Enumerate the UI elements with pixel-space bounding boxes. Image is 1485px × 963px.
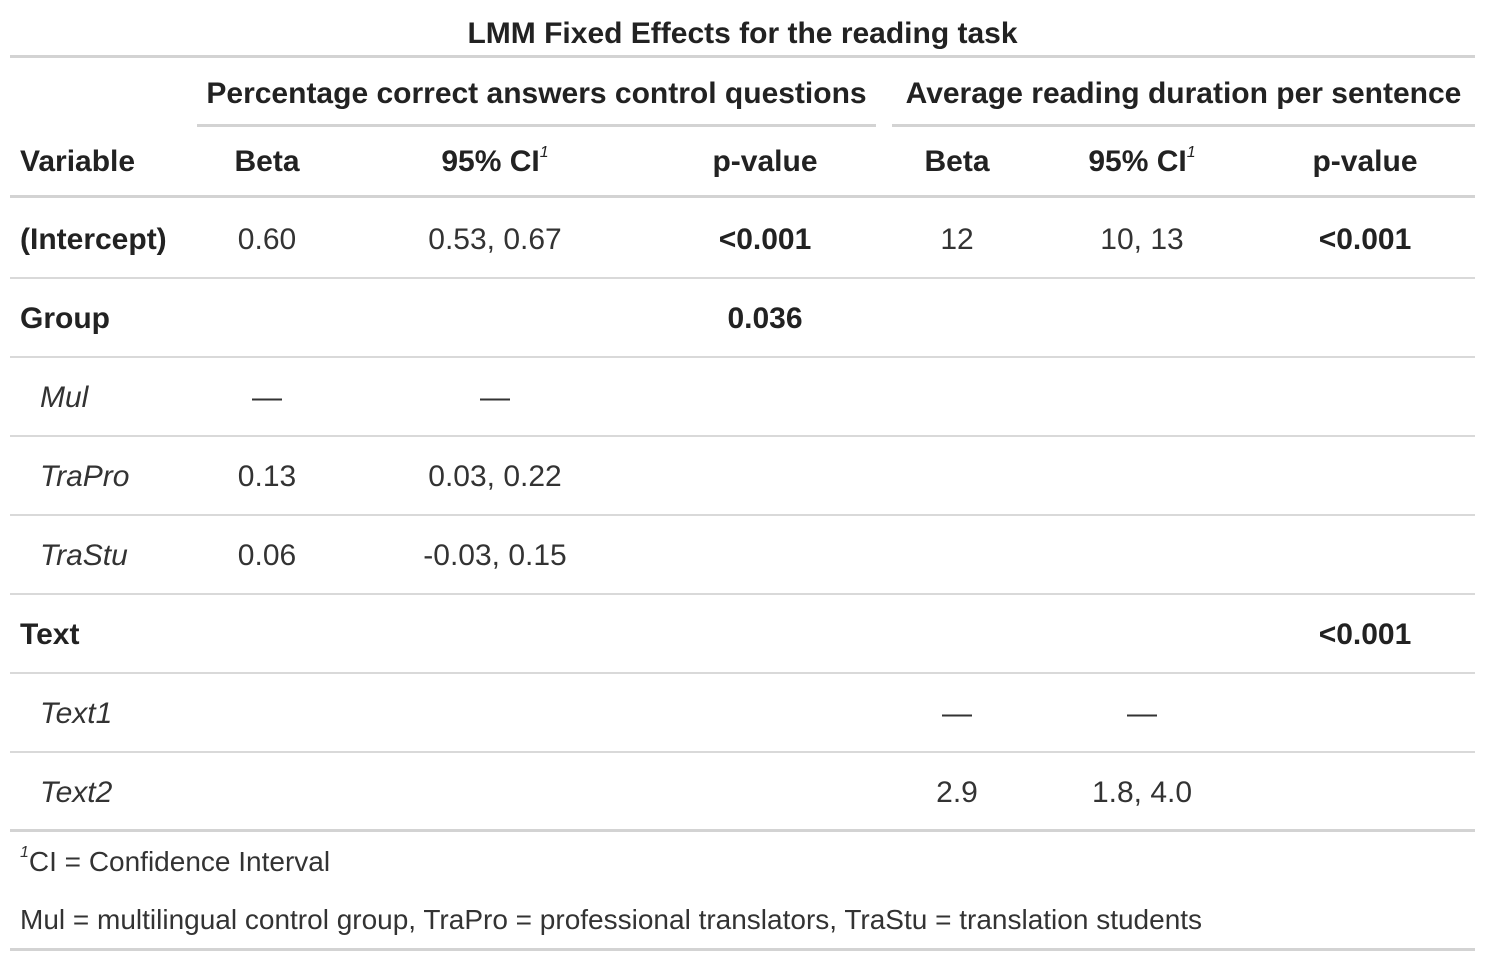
table-cell-ci2 [1042, 595, 1242, 674]
table-cell-ci1 [395, 279, 595, 358]
table-cell-ci2: 10, 13 [1100, 223, 1184, 256]
table-cell-b2 [897, 516, 1017, 595]
spanner-left-rule [197, 124, 876, 127]
table-cell-b2 [897, 279, 1017, 358]
table-cell-p2 [1295, 358, 1435, 437]
table-cell-ci2 [1042, 358, 1242, 437]
table-cell-ci1 [395, 674, 595, 753]
header-rule [10, 195, 1475, 198]
table-title: LMM Fixed Effects for the reading task [467, 17, 1018, 50]
table-cell-p2 [1295, 753, 1435, 832]
row-label: Text [20, 618, 80, 651]
table-cell-b1 [207, 595, 327, 674]
table-cell-b1: 0.06 [237, 539, 297, 572]
table-cell-p2: <0.001 [1318, 618, 1412, 651]
table-cell-ci2 [1042, 279, 1242, 358]
row-label: (Intercept) [20, 223, 167, 256]
table-cell-p2: <0.001 [1318, 223, 1412, 256]
row-divider [10, 751, 1475, 753]
table-cell-p1 [695, 516, 835, 595]
table-cell-ci1: 0.03, 0.22 [428, 460, 562, 493]
table-cell-ci1: -0.03, 0.15 [423, 539, 567, 572]
table-cell-b1 [207, 279, 327, 358]
table-cell-p1 [695, 358, 835, 437]
table-cell-ci2 [1042, 516, 1242, 595]
row-label: Text1 [40, 697, 113, 730]
table-cell-p2 [1295, 674, 1435, 753]
table-bottom-rule [10, 948, 1475, 951]
table-cell-b2 [897, 358, 1017, 437]
col-header-beta-2: Beta [924, 145, 990, 178]
row-divider [10, 593, 1475, 595]
row-divider [10, 514, 1475, 516]
table-cell-p2 [1295, 516, 1435, 595]
row-label: Text2 [40, 776, 113, 809]
table-cell-ci2 [1042, 437, 1242, 516]
row-label: TraStu [40, 539, 128, 572]
row-divider [10, 277, 1475, 279]
table-cell-b2: 12 [940, 223, 974, 256]
col-header-beta-1: Beta [234, 145, 300, 178]
table-cell-p1: 0.036 [727, 302, 803, 335]
table-cell-ci2: 1.8, 4.0 [1091, 776, 1193, 809]
table-cell-b2: — [942, 697, 972, 730]
table-cell-p1 [695, 753, 835, 832]
table-cell-b1 [207, 753, 327, 832]
row-label: Mul [40, 381, 89, 414]
table-cell-ci1: 0.53, 0.67 [428, 223, 562, 256]
row-label: Group [20, 302, 110, 335]
spanner-left: Percentage correct answers control quest… [206, 77, 867, 110]
table-cell-b1: 0.60 [237, 223, 297, 256]
col-header-p-2: p-value [1312, 145, 1418, 178]
row-divider [10, 672, 1475, 674]
col-header-ci-2: 95% CI1 [1088, 144, 1196, 179]
row-divider [10, 356, 1475, 358]
table-cell-b1 [207, 674, 327, 753]
spanner-right: Average reading duration per sentence [905, 77, 1462, 110]
table-cell-ci1 [395, 753, 595, 832]
row-label: TraPro [40, 460, 130, 493]
table-cell-p2 [1295, 279, 1435, 358]
table-cell-p1 [695, 437, 835, 516]
footnote-ci: 1CI = Confidence Interval [20, 844, 331, 878]
table-cell-ci1 [395, 595, 595, 674]
table-cell-b2 [897, 437, 1017, 516]
table-cell-p1 [695, 595, 835, 674]
title-rule [10, 55, 1475, 58]
table-cell-b1: — [252, 381, 282, 414]
col-header-ci-1: 95% CI1 [441, 144, 549, 179]
body-bottom-rule [10, 829, 1475, 832]
table-cell-b2: 2.9 [936, 776, 978, 809]
footnote-abbreviations: Mul = multilingual control group, TraPro… [20, 904, 1203, 935]
col-header-p-1: p-value [712, 145, 818, 178]
table-cell-b2 [897, 595, 1017, 674]
table-cell-b1: 0.13 [237, 460, 297, 493]
col-header-variable: Variable [20, 145, 136, 178]
table-cell-ci2: — [1127, 697, 1157, 730]
table-cell-p1: <0.001 [718, 223, 812, 256]
table-cell-p1 [695, 674, 835, 753]
spanner-right-rule [892, 124, 1475, 127]
row-divider [10, 435, 1475, 437]
table-cell-ci1: — [480, 381, 510, 414]
table-cell-p2 [1295, 437, 1435, 516]
